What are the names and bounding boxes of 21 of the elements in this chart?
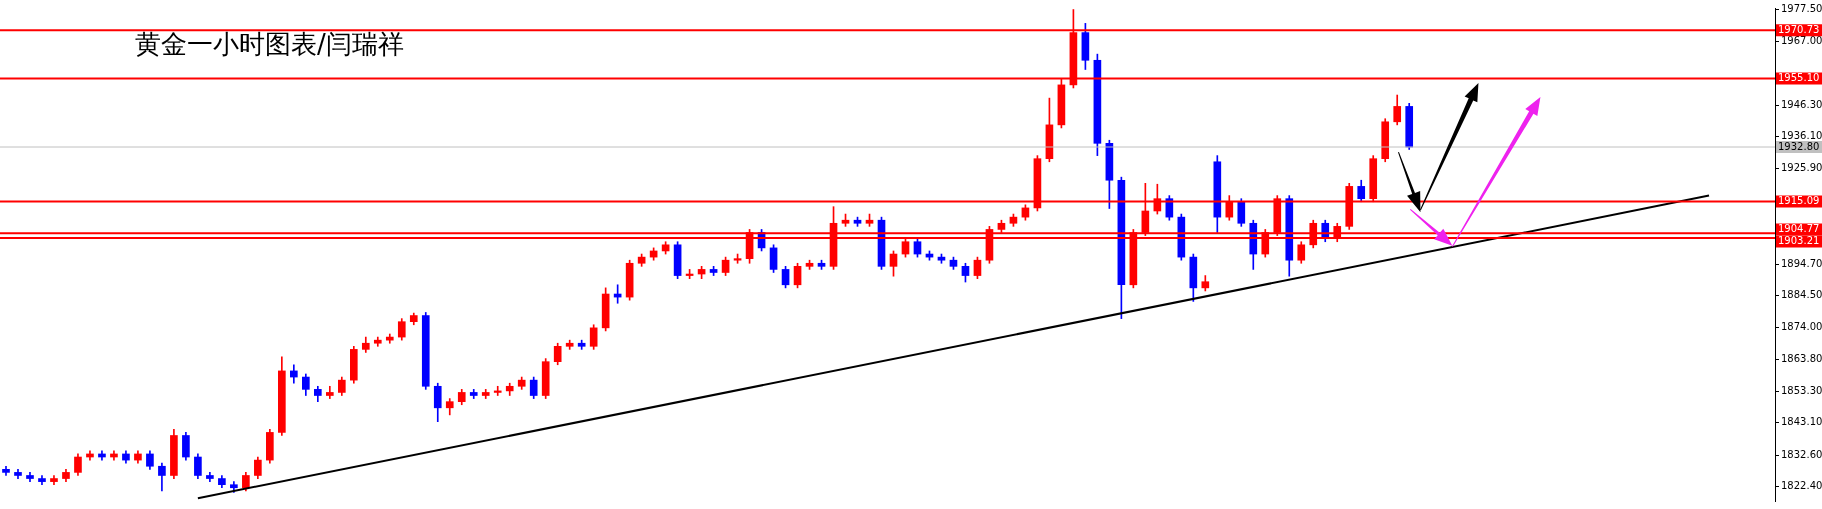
- y-tick-label: 1884.50: [1781, 289, 1822, 301]
- y-tick-label: 1853.30: [1781, 385, 1822, 397]
- ref-line-label: 1955.10: [1778, 72, 1820, 84]
- ref-line-label: 1932.80: [1778, 140, 1820, 152]
- y-tick-label: 1946.30: [1781, 99, 1822, 111]
- y-tick-label: 1874.00: [1781, 321, 1822, 333]
- y-tick-label: 1925.90: [1781, 161, 1822, 173]
- y-tick-label: 1894.70: [1781, 257, 1822, 269]
- ref-line-label: 1915.09: [1778, 195, 1820, 207]
- text: 黄金一小时图表/闫瑞祥: [135, 28, 404, 59]
- ref-line-label: 1903.21: [1778, 235, 1820, 247]
- y-tick-label: 1967.00: [1781, 35, 1822, 47]
- y-tick-label: 1863.80: [1781, 352, 1822, 364]
- y-tick-label: 1832.60: [1781, 448, 1822, 460]
- y-tick-label: 1936.10: [1781, 130, 1822, 142]
- y-tick-label: 1822.40: [1781, 480, 1822, 492]
- ref-line-label: 1970.73: [1778, 23, 1820, 35]
- candlestick: [493, 385, 502, 396]
- y-tick-label: 1977.50: [1781, 3, 1822, 15]
- y-tick-label: 1843.10: [1781, 416, 1822, 428]
- ref-line-label: 1904.77: [1778, 223, 1820, 235]
